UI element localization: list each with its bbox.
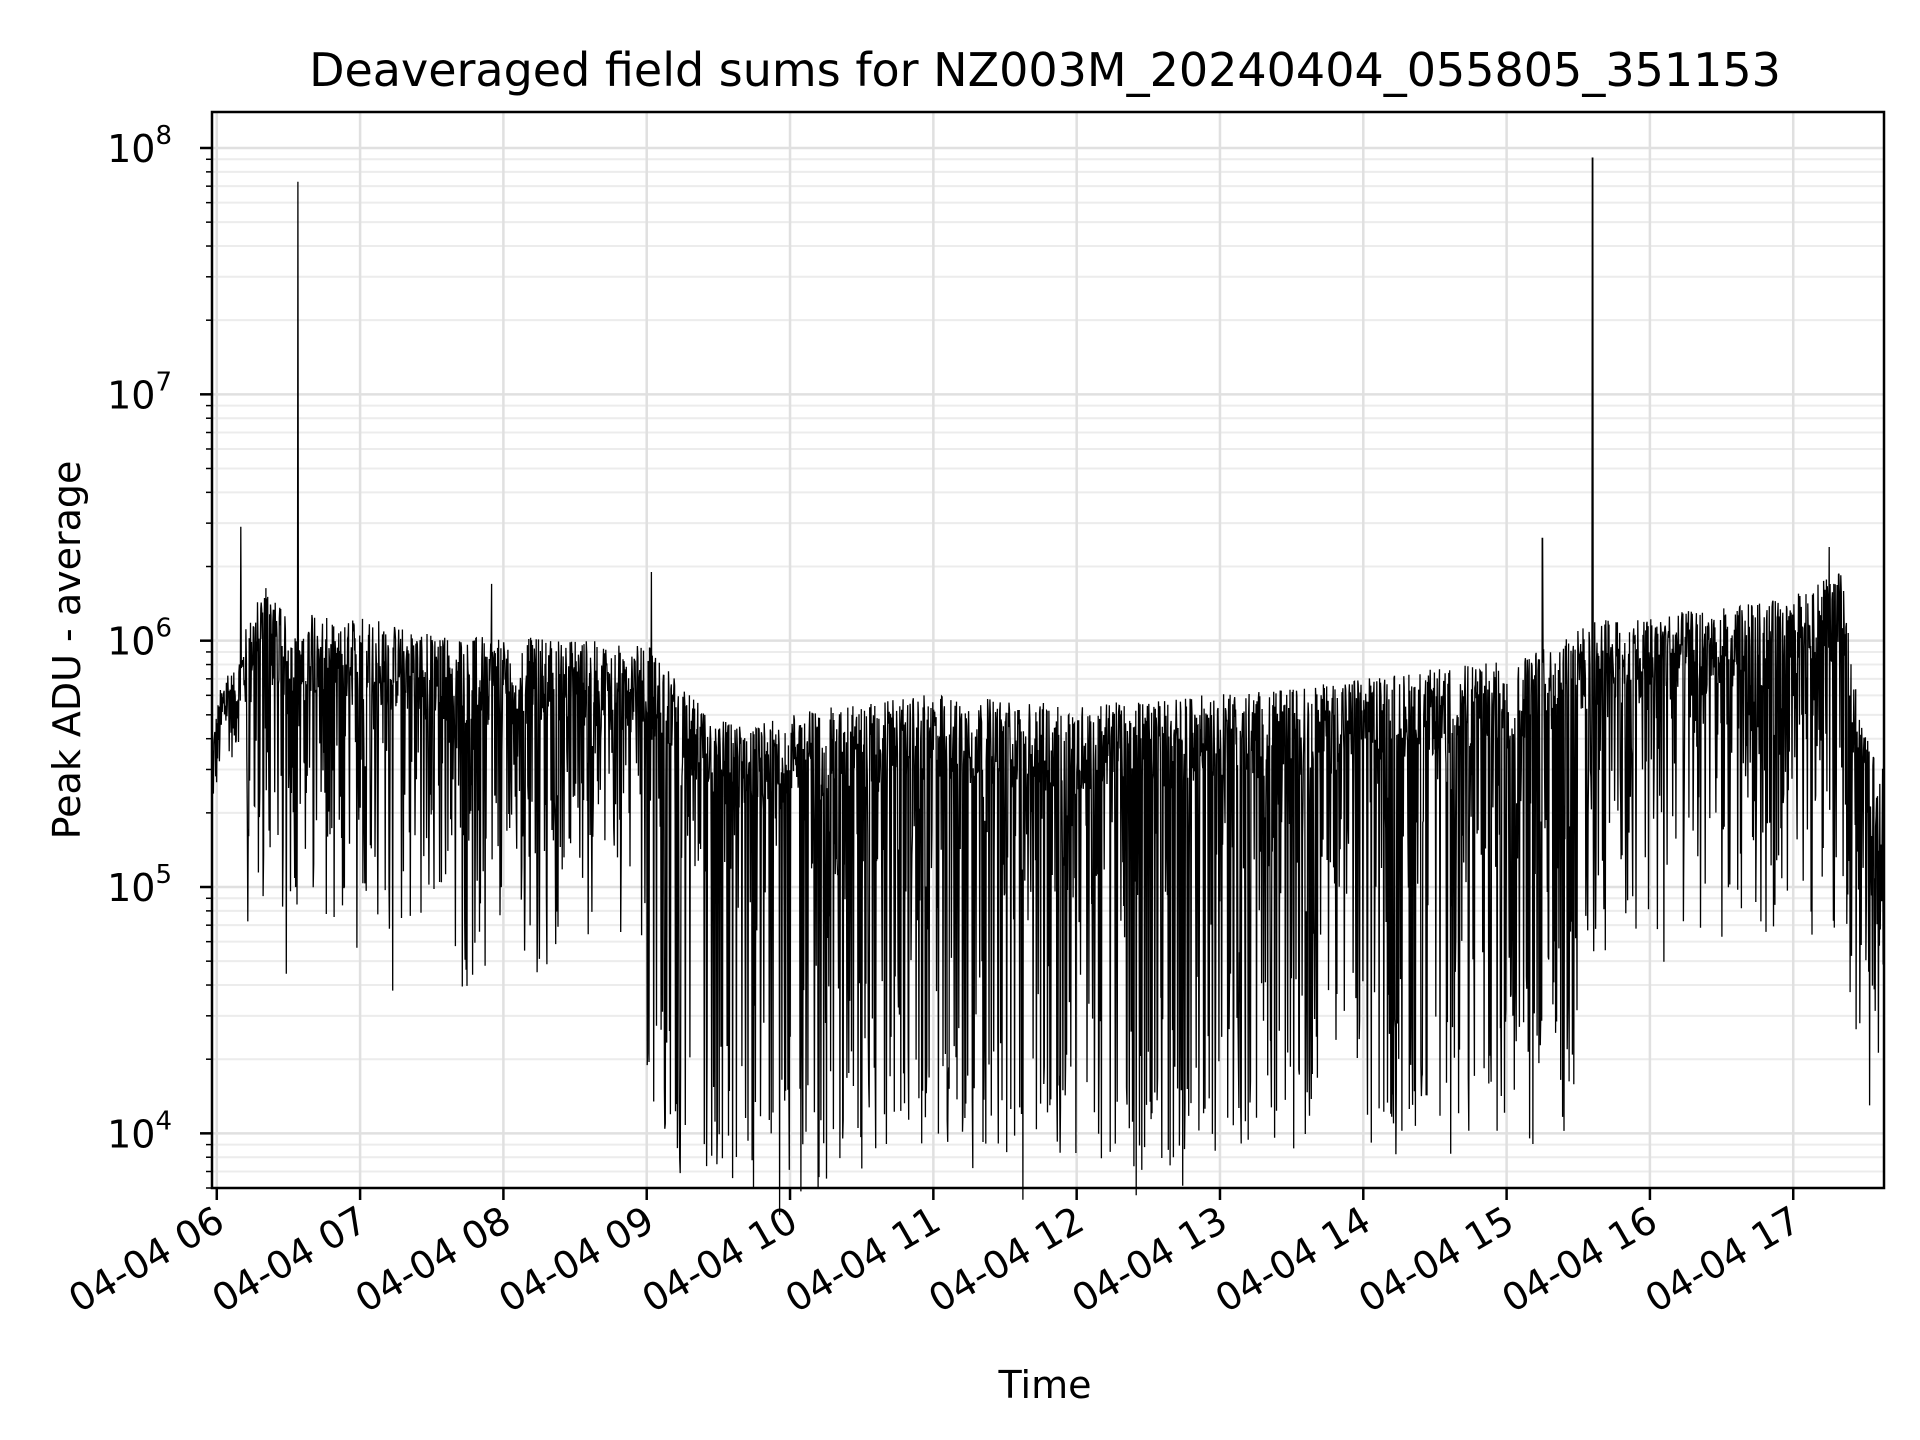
y-axis: 104 105 106 107 108 <box>107 121 212 1189</box>
y-tick-label: 106 <box>107 614 172 664</box>
x-tick-label: 04-04 09 <box>491 1198 661 1322</box>
series-line <box>211 157 1885 1216</box>
x-tick-label: 04-04 15 <box>1351 1198 1521 1322</box>
y-tick-label: 108 <box>107 121 172 171</box>
x-tick-label: 04-04 13 <box>1065 1198 1235 1322</box>
y-tick-label: 105 <box>107 860 172 910</box>
x-tick-label: 04-04 14 <box>1208 1198 1378 1322</box>
x-tick-label: 04-04 10 <box>635 1198 805 1322</box>
y-tick-label: 104 <box>107 1106 172 1156</box>
x-tick-label: 04-04 16 <box>1494 1198 1664 1322</box>
x-axis-label: Time <box>998 1363 1092 1407</box>
x-tick-label: 04-04 07 <box>205 1198 375 1322</box>
series-path <box>211 157 1885 1216</box>
x-tick-label: 04-04 11 <box>778 1198 948 1322</box>
y-axis-label: Peak ADU - average <box>45 461 89 840</box>
x-tick-label: 04-04 17 <box>1638 1198 1808 1322</box>
x-tick-label: 04-04 08 <box>348 1198 518 1322</box>
plot-frame <box>210 110 1886 1190</box>
y-tick-label: 107 <box>107 367 172 417</box>
x-tick-label: 04-04 06 <box>61 1198 231 1322</box>
chart-title: Deaveraged field sums for NZ003M_2024040… <box>309 43 1781 97</box>
x-tick-label: 04-04 12 <box>921 1198 1091 1322</box>
